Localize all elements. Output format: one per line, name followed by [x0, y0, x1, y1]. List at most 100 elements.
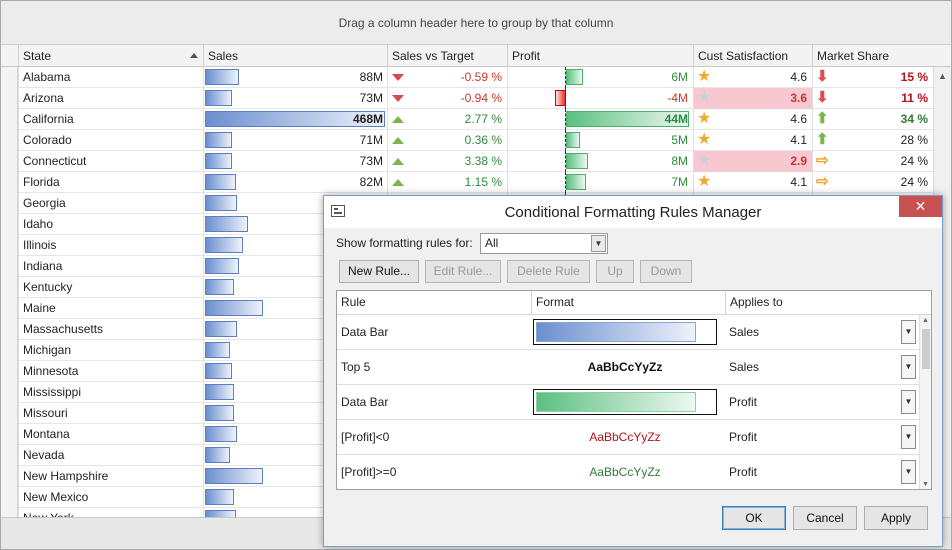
close-icon[interactable]: ✕ [899, 196, 942, 217]
row-indicator[interactable] [1, 256, 18, 277]
chevron-down-icon[interactable]: ▼ [901, 390, 916, 414]
sales-vs-target-cell[interactable]: -0.59 % [387, 67, 507, 88]
cust-satisfaction-cell[interactable]: ★ 4.1 [693, 172, 812, 193]
chevron-down-icon[interactable]: ▼ [591, 235, 606, 252]
row-indicator[interactable] [1, 340, 18, 361]
rules-header-rule[interactable]: Rule [341, 295, 366, 309]
row-indicator[interactable] [1, 424, 18, 445]
sales-cell[interactable]: 82M [203, 172, 387, 193]
rules-table-scrollbar[interactable]: ▲ ▼ [919, 315, 931, 489]
table-row[interactable]: Florida 82M 1.15 % 7M ★ 4.1 ⇨ 24 % [1, 172, 933, 193]
profit-cell[interactable]: 7M [507, 172, 693, 193]
up-button[interactable]: Up [596, 260, 634, 283]
market-share-cell[interactable]: ⇨ 24 % [812, 172, 933, 193]
state-cell[interactable]: Missouri [18, 403, 203, 424]
sales-cell[interactable] [203, 214, 387, 235]
profit-cell[interactable]: 8M [507, 151, 693, 172]
column-header-state[interactable]: State [18, 45, 203, 67]
row-indicator[interactable] [1, 466, 18, 487]
row-indicator[interactable] [1, 319, 18, 340]
market-share-cell[interactable]: ⬇ 11 % [812, 88, 933, 109]
row-indicator[interactable] [1, 445, 18, 466]
market-share-cell[interactable]: ⬇ 15 % [812, 67, 933, 88]
chevron-down-icon[interactable]: ▼ [901, 425, 916, 449]
sales-vs-target-cell[interactable]: 3.38 % [387, 151, 507, 172]
rule-row[interactable]: Data Bar Profit ▼ [337, 385, 919, 420]
row-indicator[interactable] [1, 487, 18, 508]
state-cell[interactable]: Georgia [18, 193, 203, 214]
sales-cell[interactable] [203, 277, 387, 298]
sales-cell[interactable] [203, 508, 387, 517]
cust-satisfaction-cell[interactable]: ★ 2.9 [693, 151, 812, 172]
state-cell[interactable]: New Mexico [18, 487, 203, 508]
row-indicator[interactable] [1, 277, 18, 298]
cust-satisfaction-cell[interactable]: ★ 4.1 [693, 130, 812, 151]
state-cell[interactable]: Massachusetts [18, 319, 203, 340]
state-cell[interactable]: Idaho [18, 214, 203, 235]
state-cell[interactable]: New Hampshire [18, 466, 203, 487]
row-indicator[interactable] [1, 214, 18, 235]
table-row[interactable]: Alabama 88M -0.59 % 6M ★ 4.6 ⬇ 15 % [1, 67, 933, 88]
rule-row[interactable]: Data Bar Sales ▼ [337, 315, 919, 350]
state-cell[interactable]: Michigan [18, 340, 203, 361]
state-cell[interactable]: New York [18, 508, 203, 517]
profit-cell[interactable]: 44M [507, 109, 693, 130]
state-cell[interactable]: Alabama [18, 67, 203, 88]
rules-header-format[interactable]: Format [531, 291, 725, 315]
sales-cell[interactable] [203, 298, 387, 319]
chevron-down-icon[interactable]: ▼ [901, 355, 916, 379]
sales-cell[interactable] [203, 382, 387, 403]
ok-button[interactable]: OK [722, 506, 786, 530]
cancel-button[interactable]: Cancel [793, 506, 857, 530]
sales-cell[interactable] [203, 466, 387, 487]
chevron-down-icon[interactable]: ▼ [901, 460, 916, 484]
market-share-cell[interactable]: ⇨ 24 % [812, 151, 933, 172]
table-row[interactable]: Connecticut 73M 3.38 % 8M ★ 2.9 ⇨ 24 % [1, 151, 933, 172]
state-cell[interactable]: Connecticut [18, 151, 203, 172]
sales-cell[interactable] [203, 487, 387, 508]
state-cell[interactable]: Minnesota [18, 361, 203, 382]
sales-cell[interactable] [203, 424, 387, 445]
rules-header-applies-to[interactable]: Applies to [725, 291, 919, 315]
table-row[interactable]: Arizona 73M -0.94 % -4M ★ 3.6 ⬇ 11 % [1, 88, 933, 109]
row-indicator[interactable] [1, 109, 18, 130]
new-rule-button[interactable]: New Rule... [339, 260, 419, 283]
column-header-market-share[interactable]: Market Share [812, 45, 933, 67]
delete-rule-button[interactable]: Delete Rule [507, 260, 590, 283]
rule-row[interactable]: [Profit]>=0 AaBbCcYyZz Profit ▼ [337, 455, 919, 489]
column-header-sales[interactable]: Sales [203, 45, 387, 67]
cust-satisfaction-cell[interactable]: ★ 3.6 [693, 88, 812, 109]
market-share-cell[interactable]: ⬆ 34 % [812, 109, 933, 130]
sales-cell[interactable] [203, 340, 387, 361]
state-cell[interactable]: Florida [18, 172, 203, 193]
sales-cell[interactable]: 73M [203, 151, 387, 172]
row-indicator[interactable] [1, 193, 18, 214]
row-indicator[interactable] [1, 88, 18, 109]
sales-vs-target-cell[interactable]: 0.36 % [387, 130, 507, 151]
group-panel[interactable]: Drag a column header here to group by th… [1, 1, 951, 45]
rule-row[interactable]: [Profit]<0 AaBbCcYyZz Profit ▼ [337, 420, 919, 455]
rule-row[interactable]: Top 5 AaBbCcYyZz Sales ▼ [337, 350, 919, 385]
row-indicator[interactable] [1, 67, 18, 88]
sales-vs-target-cell[interactable]: 2.77 % [387, 109, 507, 130]
cust-satisfaction-cell[interactable]: ★ 4.6 [693, 67, 812, 88]
profit-cell[interactable]: 5M [507, 130, 693, 151]
table-row[interactable]: Colorado 71M 0.36 % 5M ★ 4.1 ⬆ 28 % [1, 130, 933, 151]
table-row[interactable]: California 468M 2.77 % 44M ★ 4.6 ⬆ 34 % [1, 109, 933, 130]
row-indicator[interactable] [1, 508, 18, 517]
row-indicator[interactable] [1, 298, 18, 319]
down-button[interactable]: Down [640, 260, 692, 283]
sales-cell[interactable] [203, 319, 387, 340]
row-indicator[interactable] [1, 403, 18, 424]
sales-cell[interactable]: 88M [203, 67, 387, 88]
sales-cell[interactable] [203, 193, 387, 214]
state-cell[interactable]: Maine [18, 298, 203, 319]
cust-satisfaction-cell[interactable]: ★ 4.6 [693, 109, 812, 130]
sales-cell[interactable] [203, 361, 387, 382]
state-cell[interactable]: Colorado [18, 130, 203, 151]
state-cell[interactable]: Arizona [18, 88, 203, 109]
row-indicator[interactable] [1, 382, 18, 403]
sales-cell[interactable] [203, 445, 387, 466]
state-cell[interactable]: Montana [18, 424, 203, 445]
column-header-profit[interactable]: Profit [507, 45, 693, 67]
